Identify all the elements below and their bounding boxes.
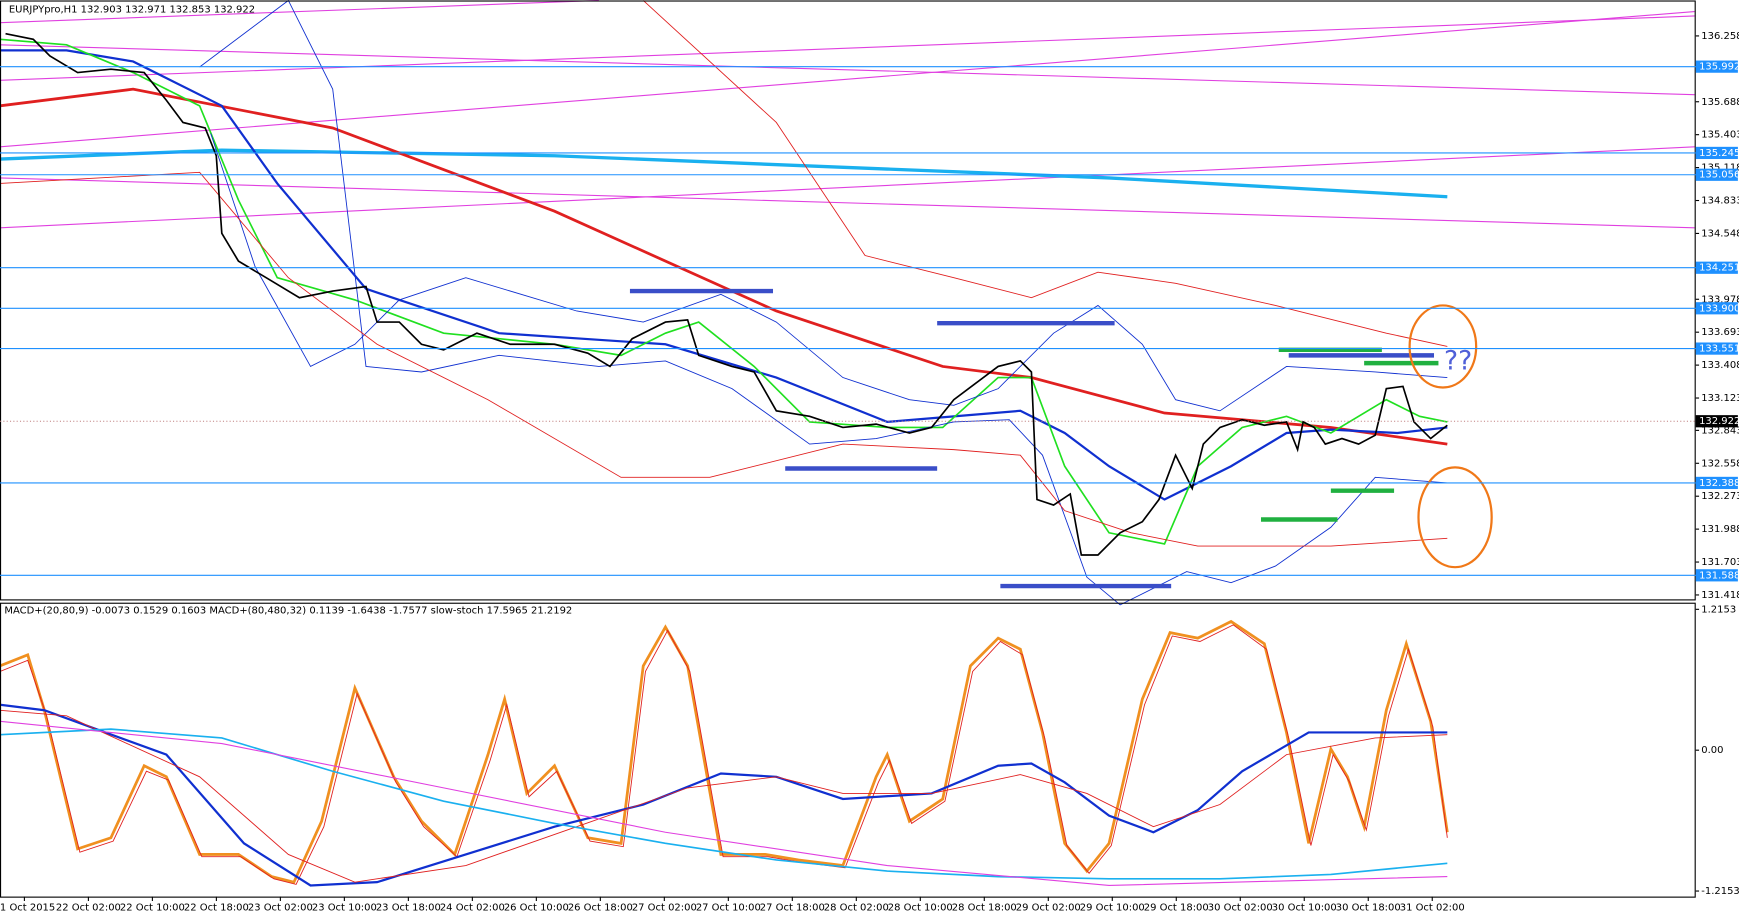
green-marks [1260,347,1439,522]
support-resistance-marks [629,288,1435,589]
level-label-bg [1695,342,1738,355]
level-label: 134.251 [1699,263,1739,274]
trend-line [0,177,1695,229]
highlight-ellipse [1417,466,1493,569]
stoch-main [0,619,1449,884]
level-label: 132.388 [1699,478,1739,489]
price-tick-label: 133.408 [1701,360,1739,371]
time-label: 30 Oct 02:00 [1208,903,1273,914]
indicator-header: MACD+(20,80,9) -0.0073 0.1529 0.1603 MAC… [4,605,572,616]
current-price-label: 132.922 [1699,416,1739,427]
time-label: 24 Oct 02:00 [440,903,505,914]
price-tick-label: 136.258 [1701,31,1739,42]
time-label: 27 Oct 10:00 [696,903,761,914]
time-label: 26 Oct 18:00 [568,903,633,914]
time-label: 28 Oct 18:00 [952,903,1017,914]
band-red-upper [642,0,1448,347]
time-label: 23 Oct 10:00 [312,903,377,914]
ma-green [0,38,1448,545]
level-label: 135.056 [1699,170,1739,181]
macd-long-signal [0,720,1448,887]
price-tick-label: 131.988 [1701,524,1739,535]
level-label-bg [1695,476,1738,490]
macd-long [0,728,1448,880]
level-label-bg [1695,60,1738,73]
price-tick-label: 133.693 [1701,327,1739,338]
stoch-signal [0,624,1448,885]
price-track [5,32,1448,556]
level-label: 133.900 [1699,303,1739,314]
price-tick-label: 132.273 [1701,491,1739,502]
time-label: 26 Oct 10:00 [504,903,569,914]
time-label: 23 Oct 18:00 [376,903,441,914]
price-tick-label: 133.978 [1701,294,1739,305]
price-tick-label: 132.558 [1701,458,1739,469]
time-label: 31 Oct 02:00 [1400,903,1465,914]
trend-line [0,0,599,24]
time-label: 22 Oct 18:00 [184,903,249,914]
trend-line [0,15,1695,81]
indicator-panel-frame [0,602,1696,898]
trend-line [0,44,1695,96]
time-label: 27 Oct 02:00 [632,903,697,914]
current-price-bg [1695,415,1738,428]
time-label: 29 Oct 10:00 [1080,903,1145,914]
symbol-header: EURJPYpro,H1 132.903 132.971 132.853 132… [9,4,255,15]
price-tick-label: 131.703 [1701,557,1739,568]
indicator-tick-label: 0.00 [1701,745,1723,756]
time-label: 29 Oct 02:00 [1016,903,1081,914]
band-red-lower [0,171,1448,547]
time-label: 30 Oct 18:00 [1336,903,1401,914]
level-label-bg [1695,168,1738,181]
indicator-drawings [0,619,1449,887]
price-tick-label: 134.833 [1701,196,1739,207]
level-label-bg [1695,569,1738,582]
price-tick-label: 131.418 [1701,590,1739,601]
time-label: 27 Oct 18:00 [760,903,825,914]
level-label: 133.551 [1699,344,1739,355]
price-tick-label: 132.843 [1701,425,1739,436]
trend-line [0,146,1695,229]
price-tick-label: 135.403 [1701,130,1739,141]
main-panel-frame [0,0,1696,601]
level-label: 131.588 [1699,570,1739,581]
time-label: 29 Oct 18:00 [1144,903,1209,914]
macd-signal [0,709,1448,883]
level-label-bg [1695,261,1738,274]
time-label: 22 Oct 10:00 [120,903,185,914]
main-drawings [0,0,1695,606]
level-label: 135.245 [1699,148,1739,159]
level-label-bg [1695,302,1738,315]
trend-line [0,10,1695,148]
level-label-bg [1695,146,1738,160]
indicator-tick-label: -1.2153 [1701,886,1739,897]
indicator-tick-label: 1.2153 [1701,604,1736,615]
price-tick-label: 135.118 [1701,163,1739,174]
time-label: 22 Oct 02:00 [56,903,121,914]
price-tick-label: 134.548 [1701,228,1739,239]
time-label: 23 Oct 02:00 [248,903,313,914]
macd-main [0,703,1448,887]
time-label: 30 Oct 10:00 [1272,903,1337,914]
time-label: 28 Oct 10:00 [888,903,953,914]
level-label: 135.992 [1699,62,1739,73]
price-tick-label: 133.123 [1701,393,1739,404]
bollinger-lower [199,0,1448,606]
ma-cyan [0,148,1448,199]
time-label: 21 Oct 2015 [0,903,55,914]
time-label: 28 Oct 02:00 [824,903,889,914]
ma-blue [0,49,1448,501]
annotation-text: ?? [1444,346,1472,377]
highlight-ellipse [1408,304,1478,389]
price-tick-label: 135.688 [1701,97,1739,108]
